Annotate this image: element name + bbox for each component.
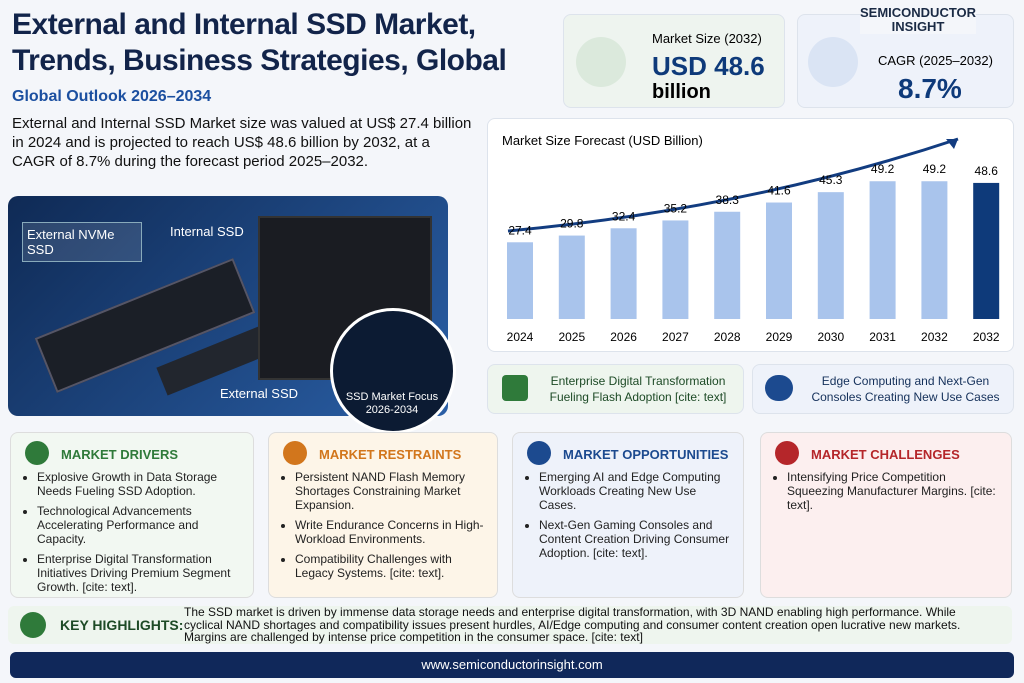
section-list: Intensifying Price Competition Squeezing… [771,470,1001,512]
icon [765,375,793,401]
chart-card: Market Size Forecast (USD Billion) 27.4 2… [487,118,1014,352]
category-label: 2029 [766,330,793,344]
section-item: Emerging AI and Edge Computing Workloads… [539,470,733,512]
chart: 27.4 2024 29.8 2025 32.4 2026 35.2 2027 38.3 2028… [507,137,1000,344]
icon [502,375,528,401]
chart-title: Market Size Forecast (USD Billion) [502,133,703,148]
subtitle: Global Outlook 2026–2034 [12,88,212,105]
image-label: 2026-2034 [365,404,419,416]
icon [808,37,858,87]
bar [766,202,792,319]
section-item: Write Endurance Concerns in High-Workloa… [295,518,487,546]
bar [973,182,1000,319]
value-label: 38.3 [716,193,740,207]
icon [576,37,626,87]
section-item: Next-Gen Gaming Consoles and Content Cre… [539,518,733,560]
feature-card: Enterprise Digital Transformation Fuelin… [487,364,744,414]
logo-text: INSIGHT [891,19,945,34]
arrow-head [946,139,958,149]
image-label: External SSD [220,386,299,401]
category-label: 2030 [817,330,844,344]
intro: External and Internal SSD Market size wa… [12,115,472,170]
section-item: Explosive Growth in Data Storage Needs F… [37,470,243,498]
section-card: MARKET CHALLENGES Intensifying Price Comp… [760,432,1012,598]
feature-text: Edge Computing and Next-Gen Consoles Cre… [811,374,1000,404]
bar [507,242,533,319]
title-line: External and Internal SSD Market, [12,8,476,41]
category-label: 2032 [973,330,1000,344]
section-item: Intensifying Price Competition Squeezing… [787,470,1001,512]
section-title: MARKET DRIVERS [61,447,179,462]
section-title: MARKET CHALLENGES [811,447,960,462]
bar [817,192,844,319]
stat-value: USD 48.6 [652,51,765,81]
section-card: MARKET OPPORTUNITIES Emerging AI and Edge… [512,432,744,598]
bar [558,235,585,319]
icon [527,441,551,465]
logo-text: SEMICONDUCTOR [860,5,977,20]
feature-card: Edge Computing and Next-Gen Consoles Cre… [752,364,1014,414]
stat-label: CAGR (2025–2032) [878,53,993,68]
bar [662,220,689,319]
bar [921,181,948,319]
highlights-label: KEY HIGHLIGHTS: [60,617,184,633]
product-image: External NVMe SSD Internal SSD External … [8,196,456,434]
stat-card: Market Size (2032) USD 48.6 billion [563,14,785,108]
category-label: 2026 [610,330,637,344]
icon [775,441,799,465]
focus-circle [330,308,456,434]
value-label: 27.4 [508,223,532,237]
bar [869,181,896,319]
section-title: MARKET RESTRAINTS [319,447,462,462]
value-label: 49.2 [871,162,895,176]
section-item: Persistent NAND Flash Memory Shortages C… [295,470,487,512]
category-label: 2025 [558,330,585,344]
section-item: Enterprise Digital Transformation Initia… [37,552,243,594]
section-item: Compatibility Challenges with Legacy Sys… [295,552,487,580]
highlights-text: The SSD market is driven by immense data… [184,605,961,644]
title-line: Trends, Business Strategies, Global [12,44,507,77]
value-label: 32.4 [612,209,636,223]
icon [25,441,49,465]
bar [610,228,637,319]
category-label: 2028 [714,330,741,344]
image-label: SSD Market Focus [345,391,439,403]
stat-label: Market Size (2032) [652,31,762,46]
category-label: 2024 [507,330,534,344]
value-label: 45.3 [819,173,843,187]
value-label: 35.2 [664,201,688,215]
image-label: Internal SSD [170,224,244,239]
section-list: Explosive Growth in Data Storage Needs F… [21,470,243,594]
highlights: KEY HIGHLIGHTS: The SSD market is driven… [8,606,1012,644]
section-item: Technological Advancements Accelerating … [37,504,243,546]
footer: www.semiconductorinsight.com [10,652,1014,678]
section-card: MARKET RESTRAINTS Persistent NAND Flash M… [268,432,498,598]
logo: SEMICONDUCTOR INSIGHT [860,5,977,34]
section-list: Persistent NAND Flash Memory Shortages C… [279,470,487,580]
category-label: 2031 [869,330,896,344]
stat-unit: billion [652,81,711,103]
section-list: Emerging AI and Edge Computing Workloads… [523,470,733,560]
category-label: 2027 [662,330,689,344]
value-label: 41.6 [767,184,791,198]
value-label: 49.2 [923,162,947,176]
icon [283,441,307,465]
value-label: 48.6 [975,164,999,178]
trend-arrow [507,137,959,233]
category-label: 2032 [921,330,948,344]
value-label: 29.8 [560,217,584,231]
section-title: MARKET OPPORTUNITIES [563,447,729,462]
stat-value: 8.7% [898,73,962,104]
image-label: External NVMe SSD [22,222,142,262]
bar [714,211,741,319]
feature-text: Enterprise Digital Transformation Fuelin… [549,374,727,404]
section-card: MARKET DRIVERS Explosive Growth in Data S… [10,432,254,598]
icon [20,612,46,638]
